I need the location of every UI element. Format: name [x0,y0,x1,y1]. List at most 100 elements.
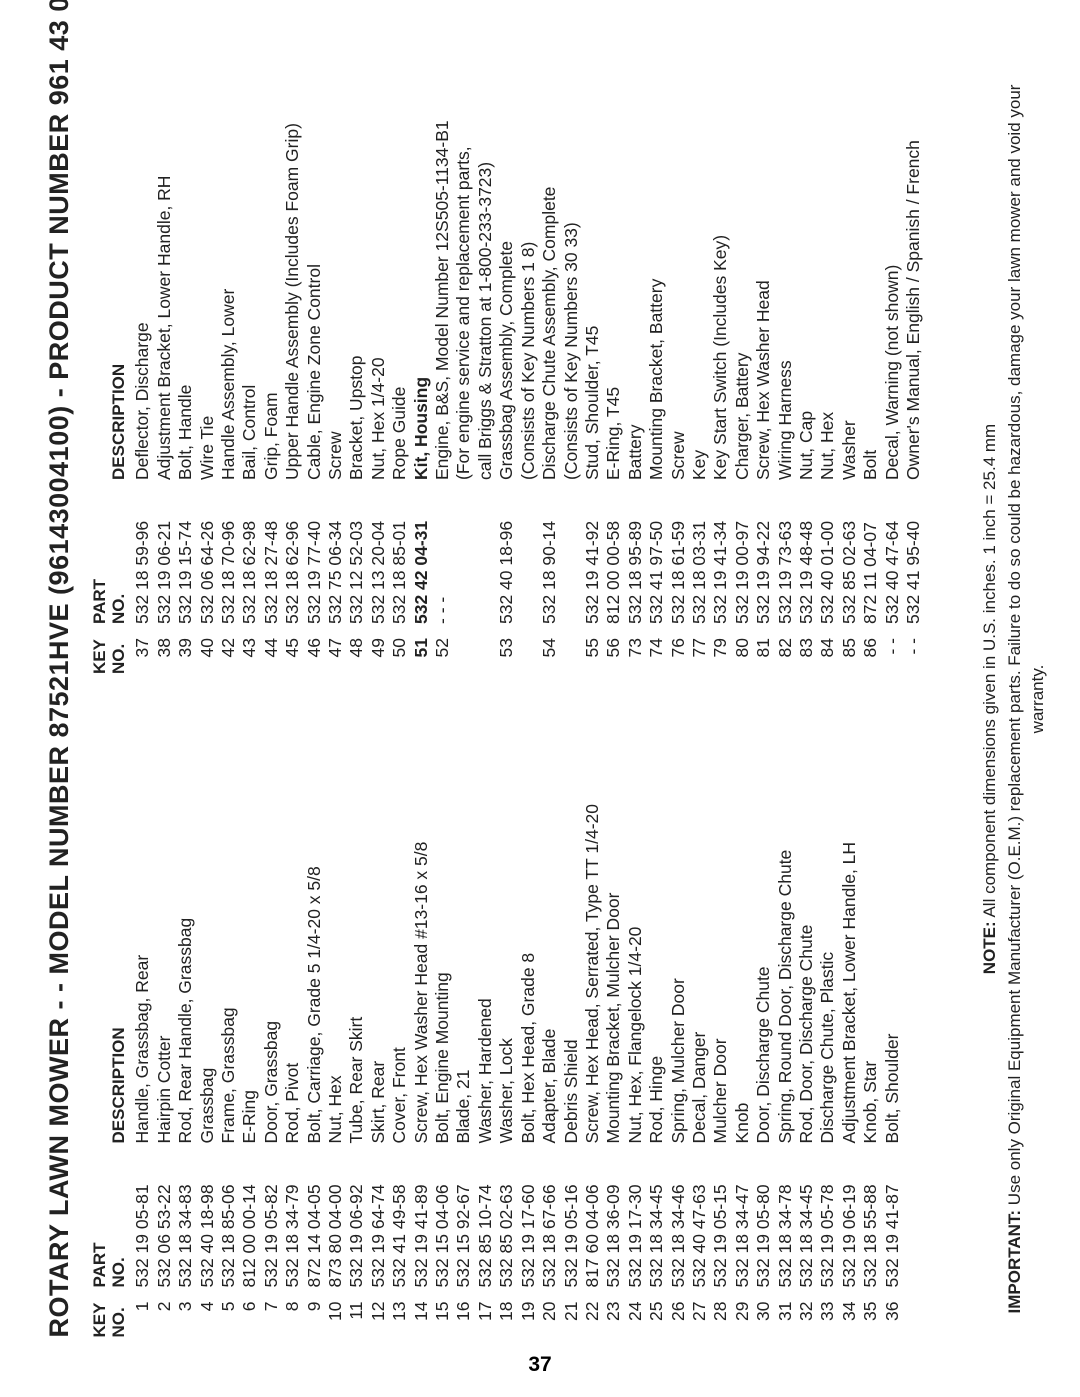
cell-part: 532 18 85-01 [389,484,410,624]
cell-part: 532 40 01-00 [817,484,838,624]
cell-part [475,484,496,624]
cell-key: 51 [411,624,432,674]
cell-part: 532 15 04-06 [432,1147,453,1287]
cell-desc: Knob [732,724,753,1148]
table-row: 14532 19 41-89Screw, Hex Washer Head #13… [411,724,432,1338]
table-row: 38532 19 06-21Adjustment Bracket, Lower … [154,60,175,674]
table-row: 17532 85 10-74Washer, Hardened [475,724,496,1338]
table-row: 34532 19 06-19Adjustment Bracket, Lower … [839,724,860,1338]
cell-desc: call Briggs & Stratton at 1-800-233-3723… [475,60,496,484]
cell-part: 532 19 41-34 [710,484,731,624]
cell-desc: Engine, B&S, Model Number 12S505-1134-B1 [432,60,453,484]
cell-desc: Mounting Bracket, Battery [646,60,667,484]
table-row: 86872 11 04-07Bolt [860,60,881,674]
table-row: 82532 19 73-63Wiring Harness [775,60,796,674]
cell-desc: Wiring Harness [775,60,796,484]
table-row: 44532 18 27-48Grip, Foam [261,60,282,674]
cell-desc: Grassbag [197,724,218,1148]
header-part: PARTNO. [91,484,128,624]
cell-key [518,624,539,674]
cell-key: 18 [496,1287,517,1337]
table-row: 47532 75 06-34Screw [325,60,346,674]
cell-key: 54 [539,624,560,674]
cell-part: 532 40 47-63 [689,1147,710,1287]
cell-desc: Bolt [860,60,881,484]
cell-key: 46 [304,624,325,674]
table-row: 73532 18 95-89Battery [625,60,646,674]
cell-key: 81 [753,624,774,674]
cell-key: 2 [154,1287,175,1337]
cell-part: 532 18 62-96 [282,484,303,624]
cell-desc: Screw, Hex Washer Head [753,60,774,484]
table-row: 22817 60 04-06Screw, Hex Head, Serrated,… [582,724,603,1338]
cell-key: 82 [775,624,796,674]
table-row: 20532 18 67-66Adapter, Blade [539,724,560,1338]
cell-part: 532 18 03-31 [689,484,710,624]
cell-part: - - - [432,484,453,624]
table-row: 54532 18 90-14Discharge Chute Assembly, … [539,60,560,674]
table-row: 15532 15 04-06Bolt, Engine Mounting [432,724,453,1338]
cell-key: 44 [261,624,282,674]
table-row: - -532 40 47-64Decal, Warning (not shown… [882,60,903,674]
cell-part: 817 60 04-06 [582,1147,603,1287]
cell-part: 532 41 97-50 [646,484,667,624]
cell-key: 47 [325,624,346,674]
cell-part: 532 19 05-82 [261,1147,282,1287]
cell-part [561,484,582,624]
cell-key: - - [903,624,924,674]
cell-desc: Door, Grassbag [261,724,282,1148]
table-row: 18532 85 02-63Washer, Lock [496,724,517,1338]
cell-key: 56 [603,624,624,674]
cell-desc: Key [689,60,710,484]
table-row: 49532 13 20-04Nut, Hex 1/4-20 [368,60,389,674]
table-row: 10873 80 04-00Nut, Hex [325,724,346,1338]
cell-desc: Stud, Shoulder, T45 [582,60,603,484]
cell-desc: Owner's Manual, English / Spanish / Fren… [903,60,924,484]
column-header: KEYNO. PARTNO. DESCRIPTION [91,724,128,1338]
table-row: 16532 15 92-67Blade, 21 [453,724,474,1338]
cell-part: 532 41 49-58 [389,1147,410,1287]
cell-desc: Rod, Pivot [282,724,303,1148]
table-row: 85532 85 02-63Washer [839,60,860,674]
table-row: 79532 19 41-34Key Start Switch (Includes… [710,60,731,674]
cell-desc: Spring, Round Door, Discharge Chute [775,724,796,1148]
cell-part: 532 19 94-22 [753,484,774,624]
cell-part: 532 18 55-88 [860,1147,881,1287]
cell-desc: Rod, Door, Discharge Chute [796,724,817,1148]
cell-part: 532 19 64-74 [368,1147,389,1287]
cell-part: 532 19 41-87 [882,1147,903,1287]
cell-desc: Adjustment Bracket, Lower Handle, LH [839,724,860,1148]
cell-part: 532 18 70-96 [218,484,239,624]
cell-key: 3 [175,1287,196,1337]
cell-key: 23 [603,1287,624,1337]
cell-part: 532 15 92-67 [453,1147,474,1287]
table-row: 35532 18 55-88Knob, Star [860,724,881,1338]
cell-key: 77 [689,624,710,674]
table-row: 4532 40 18-98Grassbag [197,724,218,1338]
cell-part: 532 18 62-98 [239,484,260,624]
cell-key: 80 [732,624,753,674]
cell-desc: Decal, Warning (not shown) [882,60,903,484]
cell-part: 532 18 34-79 [282,1147,303,1287]
table-row: 55532 19 41-92Stud, Shoulder, T45 [582,60,603,674]
cell-desc: Handle, Grassbag, Rear [132,724,153,1148]
cell-key: 4 [197,1287,218,1337]
cell-part: 532 06 64-26 [197,484,218,624]
footer-line1: NOTE: All component dimensions given in … [979,60,1002,1337]
cell-part: 532 18 34-47 [732,1147,753,1287]
cell-desc: Rod, Hinge [646,724,667,1148]
cell-part: 532 06 53-22 [154,1147,175,1287]
cell-desc: Deflector, Discharge [132,60,153,484]
table-row: 21532 19 05-16Debris Shield [561,724,582,1338]
cell-part: 532 18 27-48 [261,484,282,624]
cell-part: 872 14 04-05 [304,1147,325,1287]
table-row: 84532 40 01-00Nut, Hex [817,60,838,674]
cell-key: 8 [282,1287,303,1337]
cell-key: 21 [561,1287,582,1337]
cell-key: 12 [368,1287,389,1337]
footer: NOTE: All component dimensions given in … [979,60,1050,1337]
cell-key: 33 [817,1287,838,1337]
cell-key: 84 [817,624,838,674]
cell-desc: E-Ring, T45 [603,60,624,484]
cell-desc: Nut, Hex [817,60,838,484]
